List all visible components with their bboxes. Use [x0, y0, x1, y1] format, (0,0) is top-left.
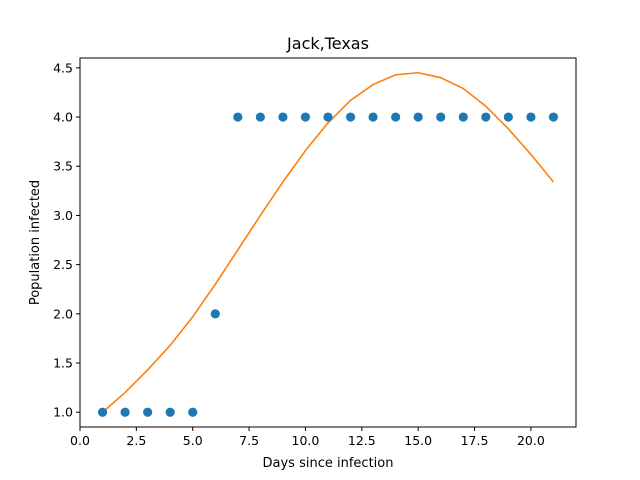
- y-tick-label: 1.0: [53, 405, 73, 420]
- y-tick-label: 2.0: [53, 306, 73, 321]
- plot-frame: [79, 57, 577, 428]
- data-point: [503, 112, 513, 122]
- x-tick-label: 0.0: [70, 433, 90, 448]
- data-point: [548, 112, 559, 122]
- data-point: [278, 112, 288, 122]
- x-tick-label: 15.0: [404, 433, 432, 448]
- x-tick-label: 7.5: [239, 433, 259, 448]
- x-tick-label: 17.5: [461, 433, 489, 448]
- y-axis: 1.0 1.5 2.0 2.5 3.0 3.5 4.0 4.5: [53, 60, 80, 420]
- x-tick-label: 2.5: [126, 433, 146, 448]
- data-point: [210, 309, 220, 319]
- data-point: [413, 112, 423, 122]
- y-tick-label: 2.5: [53, 257, 73, 272]
- y-tick-label: 1.5: [53, 356, 73, 371]
- y-tick-label: 3.5: [53, 159, 73, 174]
- data-point: [368, 112, 378, 122]
- data-point: [300, 112, 311, 122]
- y-tick-label: 4.5: [53, 60, 73, 75]
- data-point: [255, 112, 265, 122]
- fitted-curve-line: [102, 71, 555, 413]
- data-point: [458, 112, 468, 122]
- x-tick-label: 20.0: [517, 433, 545, 448]
- data-point: [436, 112, 446, 122]
- y-axis-label: Population infected: [28, 180, 43, 305]
- x-tick-label: 10.0: [292, 433, 320, 448]
- x-axis: 0.0 2.5 5.0 7.5 10.0 12.5 15.0 17.5 20.0: [70, 427, 545, 448]
- chart-title: Jack,Texas: [286, 34, 369, 53]
- data-point: [120, 407, 130, 417]
- data-point: [481, 112, 491, 122]
- data-point: [526, 112, 536, 122]
- y-tick-label: 3.0: [53, 208, 73, 223]
- data-point: [233, 112, 243, 122]
- x-tick-label: 12.5: [348, 433, 376, 448]
- y-tick-label: 4.0: [53, 110, 73, 125]
- x-tick-label: 5.0: [183, 433, 203, 448]
- data-point: [143, 407, 153, 417]
- data-point: [323, 112, 333, 122]
- data-point: [345, 112, 356, 122]
- data-point: [165, 407, 175, 417]
- x-axis-label: Days since infection: [263, 456, 394, 471]
- data-point: [97, 407, 108, 417]
- plot-area: [97, 71, 559, 417]
- data-point: [391, 112, 401, 122]
- data-point: [188, 407, 198, 417]
